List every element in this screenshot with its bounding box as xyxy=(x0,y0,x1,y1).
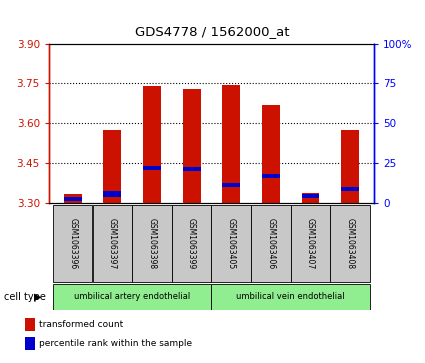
Bar xyxy=(251,205,291,282)
Bar xyxy=(53,284,212,310)
Bar xyxy=(341,130,359,203)
Bar xyxy=(103,130,121,203)
Text: GSM1063406: GSM1063406 xyxy=(266,217,275,269)
Text: transformed count: transformed count xyxy=(39,320,123,329)
Text: GSM1063407: GSM1063407 xyxy=(306,217,315,269)
Bar xyxy=(103,191,121,197)
Text: GSM1063397: GSM1063397 xyxy=(108,217,117,269)
Text: GSM1063408: GSM1063408 xyxy=(346,218,355,269)
Bar xyxy=(172,205,211,282)
Bar xyxy=(330,205,370,282)
Bar xyxy=(302,194,320,198)
Bar xyxy=(212,205,251,282)
Bar xyxy=(64,194,82,203)
Bar xyxy=(222,183,240,187)
Bar xyxy=(53,205,93,282)
Text: ▶: ▶ xyxy=(34,292,42,302)
Text: GSM1063399: GSM1063399 xyxy=(187,217,196,269)
Bar xyxy=(143,166,161,170)
Bar xyxy=(132,205,172,282)
Text: GSM1063396: GSM1063396 xyxy=(68,217,77,269)
Bar xyxy=(341,187,359,191)
Text: GSM1063398: GSM1063398 xyxy=(147,218,156,269)
Bar xyxy=(25,337,35,350)
Bar xyxy=(291,205,330,282)
Bar xyxy=(93,205,132,282)
Bar xyxy=(262,174,280,178)
Text: umbilical artery endothelial: umbilical artery endothelial xyxy=(74,292,190,301)
Bar xyxy=(64,197,82,201)
Bar xyxy=(183,167,201,171)
Text: GSM1063405: GSM1063405 xyxy=(227,217,236,269)
Bar xyxy=(262,105,280,203)
Bar xyxy=(222,85,240,203)
Text: umbilical vein endothelial: umbilical vein endothelial xyxy=(236,292,345,301)
Text: GDS4778 / 1562000_at: GDS4778 / 1562000_at xyxy=(135,25,290,38)
Bar xyxy=(212,284,370,310)
Text: cell type: cell type xyxy=(4,292,46,302)
Text: percentile rank within the sample: percentile rank within the sample xyxy=(39,339,192,348)
Bar xyxy=(25,318,35,331)
Bar xyxy=(302,193,320,203)
Bar xyxy=(143,86,161,203)
Bar xyxy=(183,89,201,203)
